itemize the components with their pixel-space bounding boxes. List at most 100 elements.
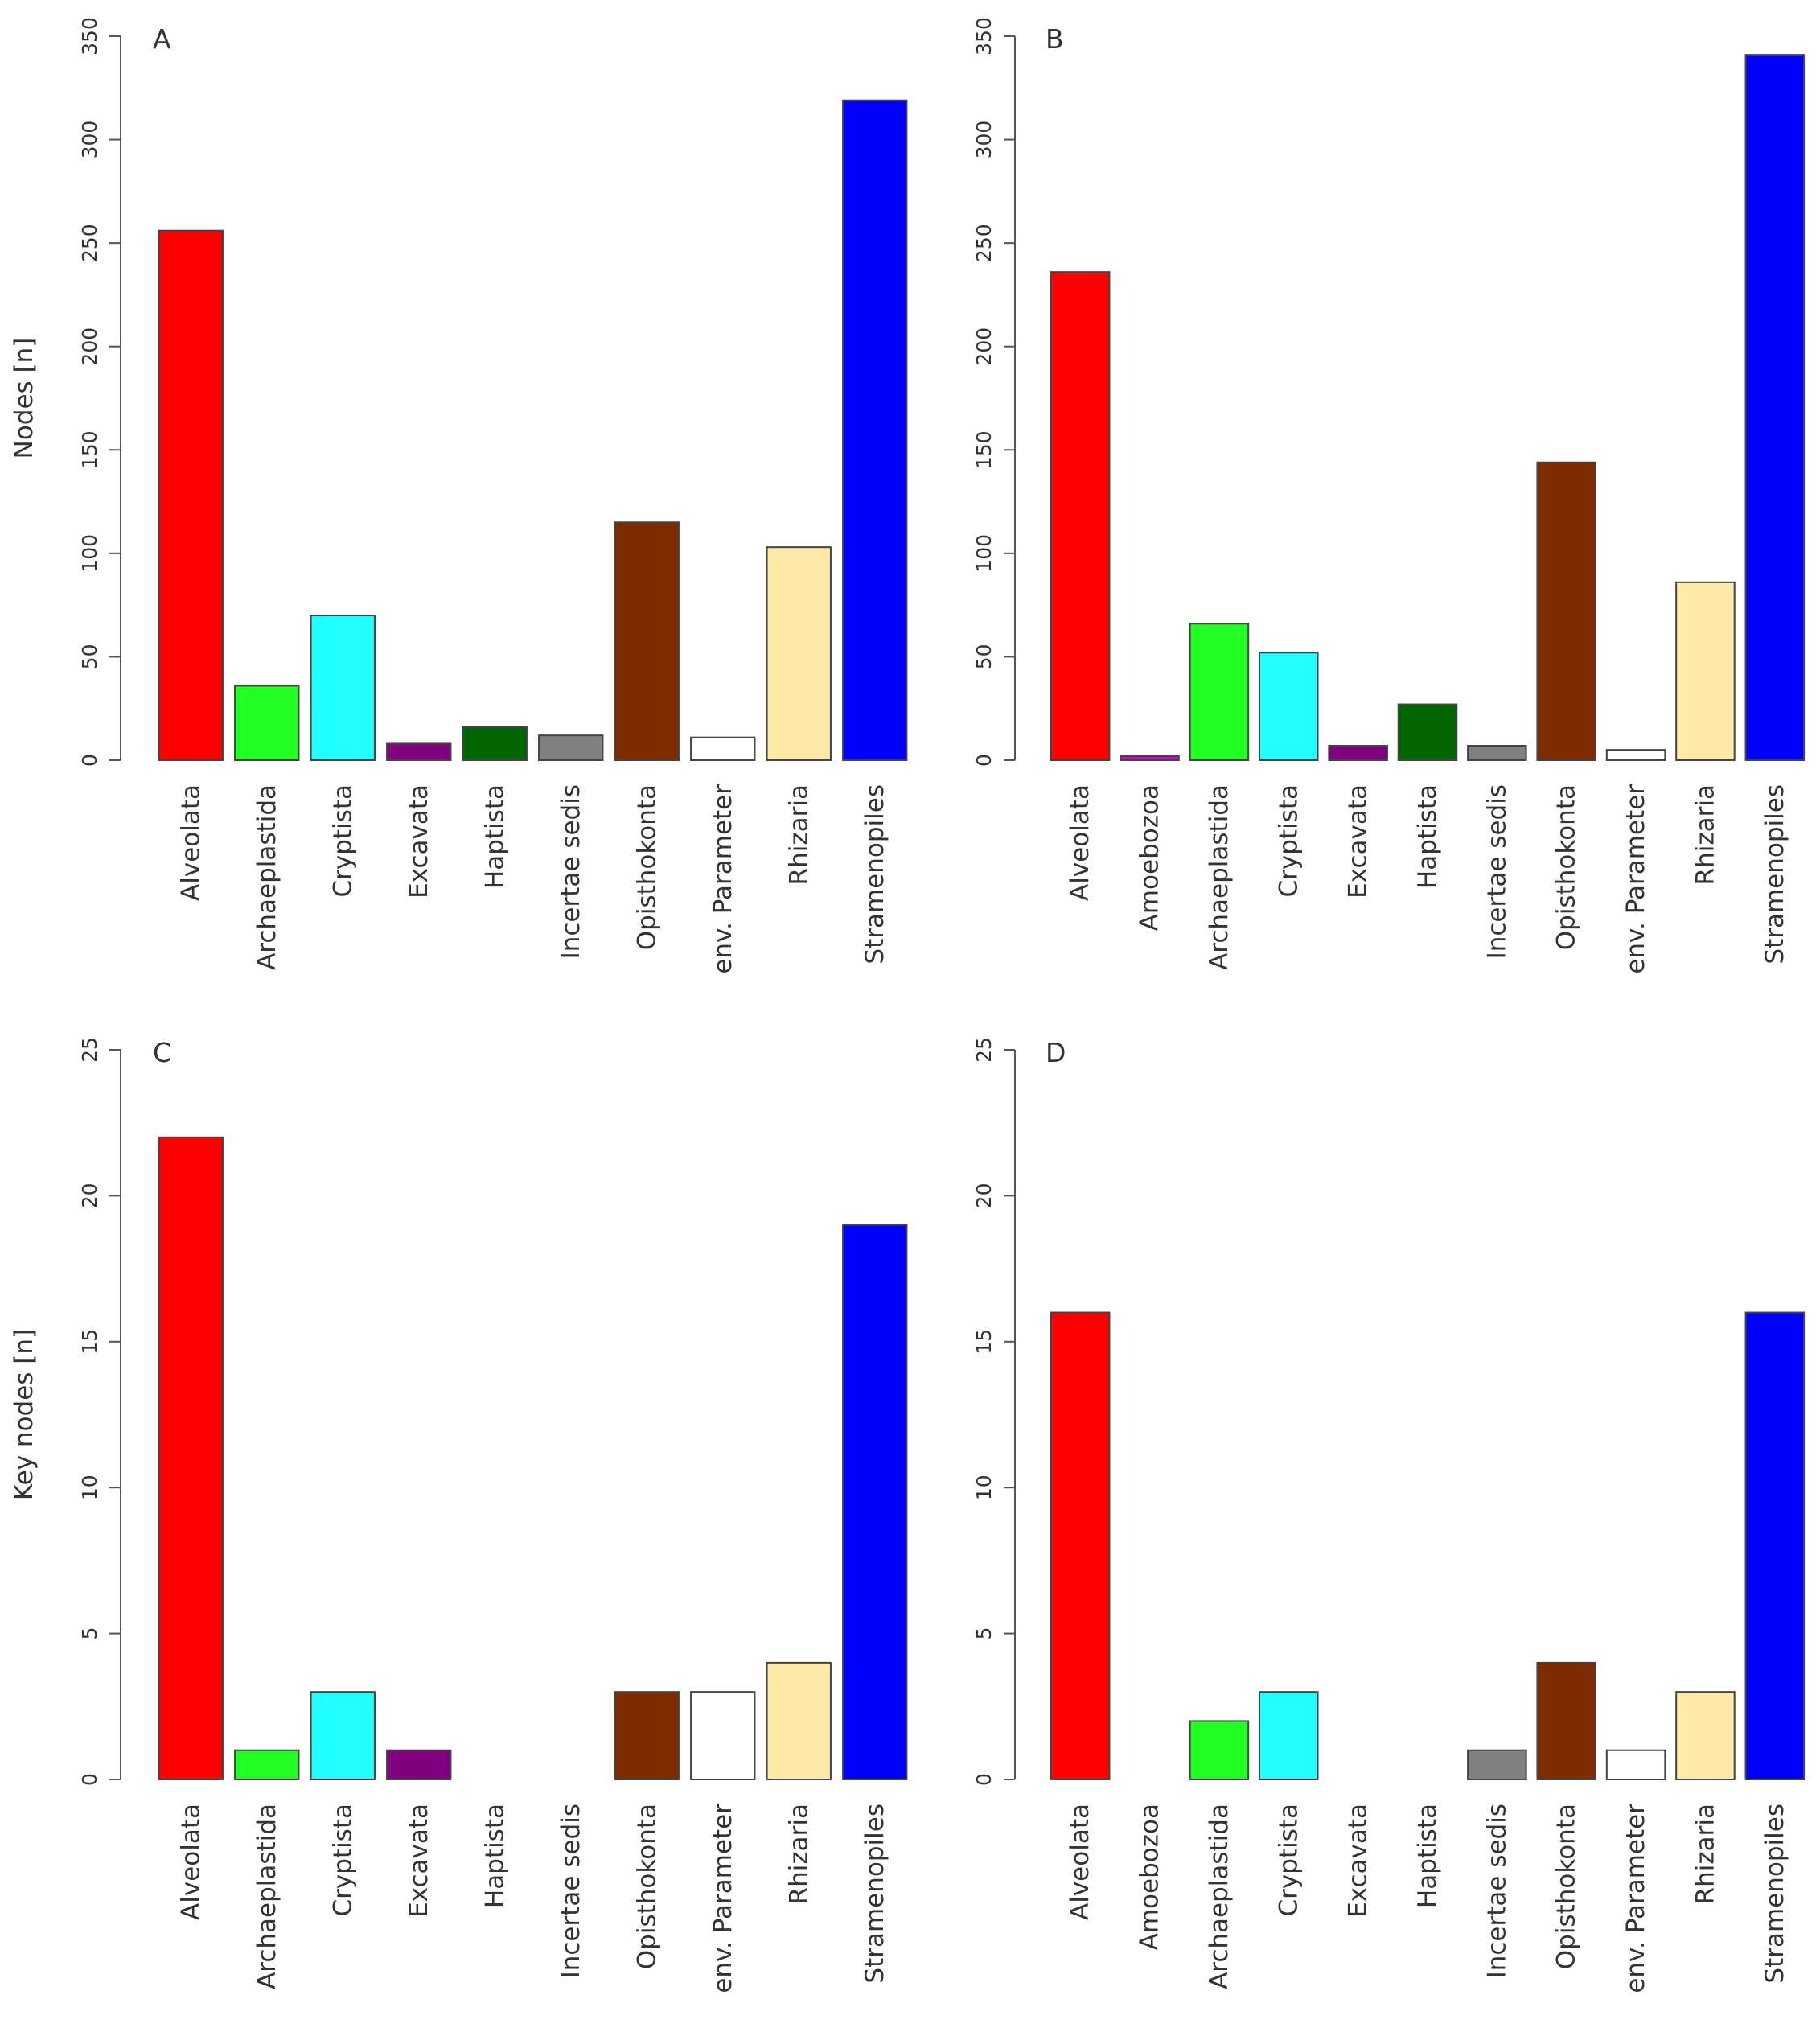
- category-label: Rhizaria: [1691, 784, 1719, 885]
- category-label: Opisthokonta: [1552, 784, 1581, 950]
- y-tick-label: 10: [78, 1475, 101, 1500]
- y-tick-label: 25: [972, 1037, 996, 1063]
- y-tick-label: 20: [972, 1183, 996, 1208]
- bar-archaeplastida: [234, 1749, 300, 1780]
- category-label: Amoebozoa: [1136, 784, 1165, 931]
- category-label: Excavata: [405, 784, 433, 899]
- bar-archaeplastida: [1189, 1720, 1250, 1780]
- category-label: Haptista: [480, 1804, 509, 1908]
- bar-stramenopiles: [1744, 54, 1806, 761]
- bar-archaeplastida: [234, 685, 300, 762]
- bar-haptista: [1397, 703, 1458, 761]
- panel-label: B: [1046, 23, 1064, 55]
- bar-opisthokonta: [1536, 1661, 1597, 1780]
- bar-incertae-sedis: [1467, 745, 1527, 761]
- y-axis-title: Key nodes [n]: [10, 1329, 39, 1500]
- y-tick-label: 200: [972, 327, 996, 366]
- category-label: Alveolata: [1066, 784, 1095, 901]
- bar-stramenopiles: [842, 99, 908, 761]
- y-tick-label: 150: [78, 430, 101, 469]
- category-label: Alveolata: [176, 784, 205, 901]
- category-label: Archaeplastida: [1205, 1804, 1234, 1989]
- y-tick-label: 0: [972, 1773, 996, 1786]
- panel-label: D: [1046, 1037, 1066, 1068]
- bar-rhizaria: [766, 1661, 832, 1780]
- category-label: Excavata: [1344, 784, 1373, 899]
- panel-label: A: [153, 23, 171, 55]
- category-label: env. Parameter: [1621, 1804, 1650, 1993]
- bar-stramenopiles: [1744, 1311, 1806, 1780]
- category-label: Amoebozoa: [1136, 1804, 1165, 1950]
- category-label: Stramenopiles: [1760, 784, 1789, 965]
- bar-rhizaria: [766, 546, 832, 762]
- bar-cryptista: [310, 1691, 376, 1780]
- category-label: Incertae sedis: [557, 784, 585, 959]
- category-label: env. Parameter: [709, 1804, 737, 1993]
- panel-c: 0 5 10 15 20 25 Key nodes [n] C Alveolata Archaep…: [10, 1037, 908, 1993]
- category-label: Rhizaria: [784, 1804, 813, 1904]
- category-label: Excavata: [1344, 1804, 1373, 1918]
- bar-cryptista: [310, 615, 376, 761]
- y-tick-label: 250: [78, 224, 101, 262]
- bar-alveolata: [1050, 271, 1111, 761]
- y-tick-label: 15: [972, 1329, 996, 1355]
- y-tick-label: 50: [972, 644, 996, 670]
- bar-excavata: [386, 742, 452, 762]
- category-label: Opisthokonta: [1552, 1804, 1581, 1969]
- panel-b: 0 50 100 150 200 250 300 350 B Alveolata Amoebozoa…: [972, 17, 1806, 974]
- bar-env-parameter: [690, 1691, 756, 1780]
- bar-alveolata: [158, 229, 224, 761]
- bar-alveolata: [158, 1136, 224, 1780]
- bar-opisthokonta: [1536, 461, 1597, 761]
- panel-a: 0 50 100 150 200 250 300 350 Nodes [n] A Alveolata…: [10, 17, 908, 974]
- category-label: Excavata: [405, 1804, 433, 1918]
- bar-env-parameter: [1605, 1749, 1666, 1780]
- y-tick-label: 0: [78, 754, 101, 767]
- bar-amoebozoa: [1120, 755, 1180, 761]
- y-tick-label: 50: [78, 644, 101, 670]
- y-tick-label: 150: [972, 430, 996, 469]
- category-label: Archaeplastida: [1205, 784, 1234, 970]
- y-tick-label: 250: [972, 224, 996, 262]
- bar-stramenopiles: [842, 1224, 908, 1781]
- bar-cryptista: [1259, 1691, 1319, 1780]
- y-tick-label: 300: [78, 121, 101, 159]
- y-tick-label: 5: [972, 1627, 996, 1640]
- y-tick-label: 100: [78, 534, 101, 573]
- category-label: env. Parameter: [1621, 784, 1650, 974]
- bar-excavata: [1328, 745, 1388, 761]
- bar-archaeplastida: [1189, 623, 1250, 761]
- bar-rhizaria: [1675, 581, 1736, 761]
- y-tick-label: 10: [972, 1475, 996, 1500]
- y-tick-label: 15: [78, 1329, 101, 1355]
- y-tick-label: 5: [78, 1627, 101, 1640]
- category-label: Rhizaria: [784, 784, 813, 885]
- y-tick-label: 0: [972, 754, 996, 767]
- y-tick-label: 350: [972, 17, 996, 56]
- bar-excavata: [386, 1749, 452, 1780]
- category-label: Stramenopiles: [1760, 1804, 1789, 1984]
- bar-cryptista: [1259, 652, 1319, 761]
- y-tick-label: 25: [78, 1037, 101, 1063]
- bar-incertae-sedis: [538, 734, 604, 762]
- y-tick-label: 300: [972, 121, 996, 159]
- category-label: Incertae sedis: [1482, 1804, 1511, 1978]
- category-label: Incertae sedis: [557, 1804, 585, 1978]
- panel-d: 0 5 10 15 20 25 D Alveolata Amoebozoa Archaeplast…: [972, 1037, 1806, 1993]
- y-tick-label: 0: [78, 1773, 101, 1786]
- category-label: Cryptista: [328, 784, 357, 897]
- category-label: Haptista: [1413, 784, 1442, 889]
- category-label: Cryptista: [1274, 1804, 1303, 1916]
- category-label: Cryptista: [328, 1804, 357, 1916]
- category-label: Stramenopiles: [861, 1804, 889, 1984]
- y-tick-label: 100: [972, 534, 996, 573]
- panel-label: C: [153, 1037, 171, 1068]
- category-label: Cryptista: [1274, 784, 1303, 897]
- bar-opisthokonta: [614, 1691, 680, 1780]
- y-tick-label: 200: [78, 327, 101, 366]
- category-label: Opisthokonta: [632, 1804, 661, 1969]
- bar-env-parameter: [690, 736, 756, 762]
- category-label: Incertae sedis: [1482, 784, 1511, 959]
- category-label: Stramenopiles: [861, 784, 889, 965]
